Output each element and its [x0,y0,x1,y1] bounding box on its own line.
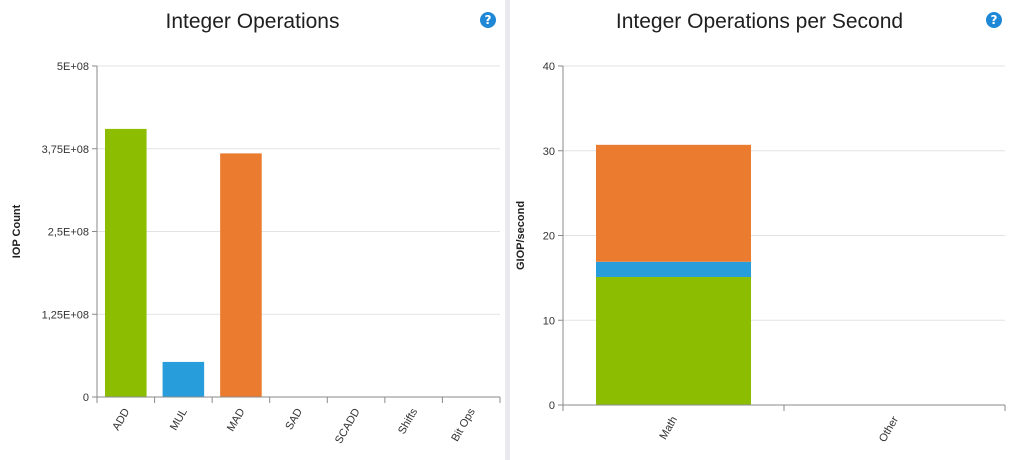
iop-count-panel: Integer Operations ? 0 1,25E+08 2,5E+08 3,7… [0,0,505,460]
y-tick-label: 0 [83,392,89,404]
x-tick-label: Bit Ops [449,406,478,444]
chart-title: Integer Operations per Second [615,10,904,33]
bar-segment [596,277,751,405]
x-tick-label: Shifts [396,406,420,436]
bar [220,153,262,397]
y-axis-title: GIOP/second [515,201,527,270]
y-tick-label: 2,5E+08 [48,227,89,239]
x-tick-label: Math [657,415,680,442]
bar-segment [596,144,751,262]
chart-title: Integer Operations [165,10,340,33]
x-tick-label: MAD [225,406,248,433]
x-tick-label: ADD [110,406,132,432]
x-tick-label: Other [877,414,901,444]
x-tick-label: SCADD [333,406,363,445]
iops-panel: Integer Operations per Second ? 0 10 20 30 4… [510,0,1009,460]
help-icon[interactable]: ? [986,12,1002,28]
y-tick-label: 0 [549,400,555,412]
y-axis-title: IOP Count [11,204,23,258]
y-tick-label: 5E+08 [57,61,89,73]
iops-chart: 0 10 20 30 40 Math Other GIOP/second [515,61,1006,444]
y-tick-label: 10 [543,315,555,327]
help-icon[interactable]: ? [480,12,496,28]
y-tick-label: 3,75E+08 [42,144,89,156]
iop-count-chart: 0 1,25E+08 2,5E+08 3,75E+08 5E+08 ADD MUL MAD SA… [11,61,501,446]
y-tick-label: 30 [543,146,555,158]
y-tick-label: 40 [543,61,555,73]
x-tick-label: MUL [168,407,190,433]
y-tick-label: 20 [543,231,555,243]
bar [162,361,205,397]
x-tick-label: SAD [283,406,305,432]
bar-segment [596,261,751,278]
bar [105,128,147,397]
y-tick-label: 1,25E+08 [42,309,89,321]
